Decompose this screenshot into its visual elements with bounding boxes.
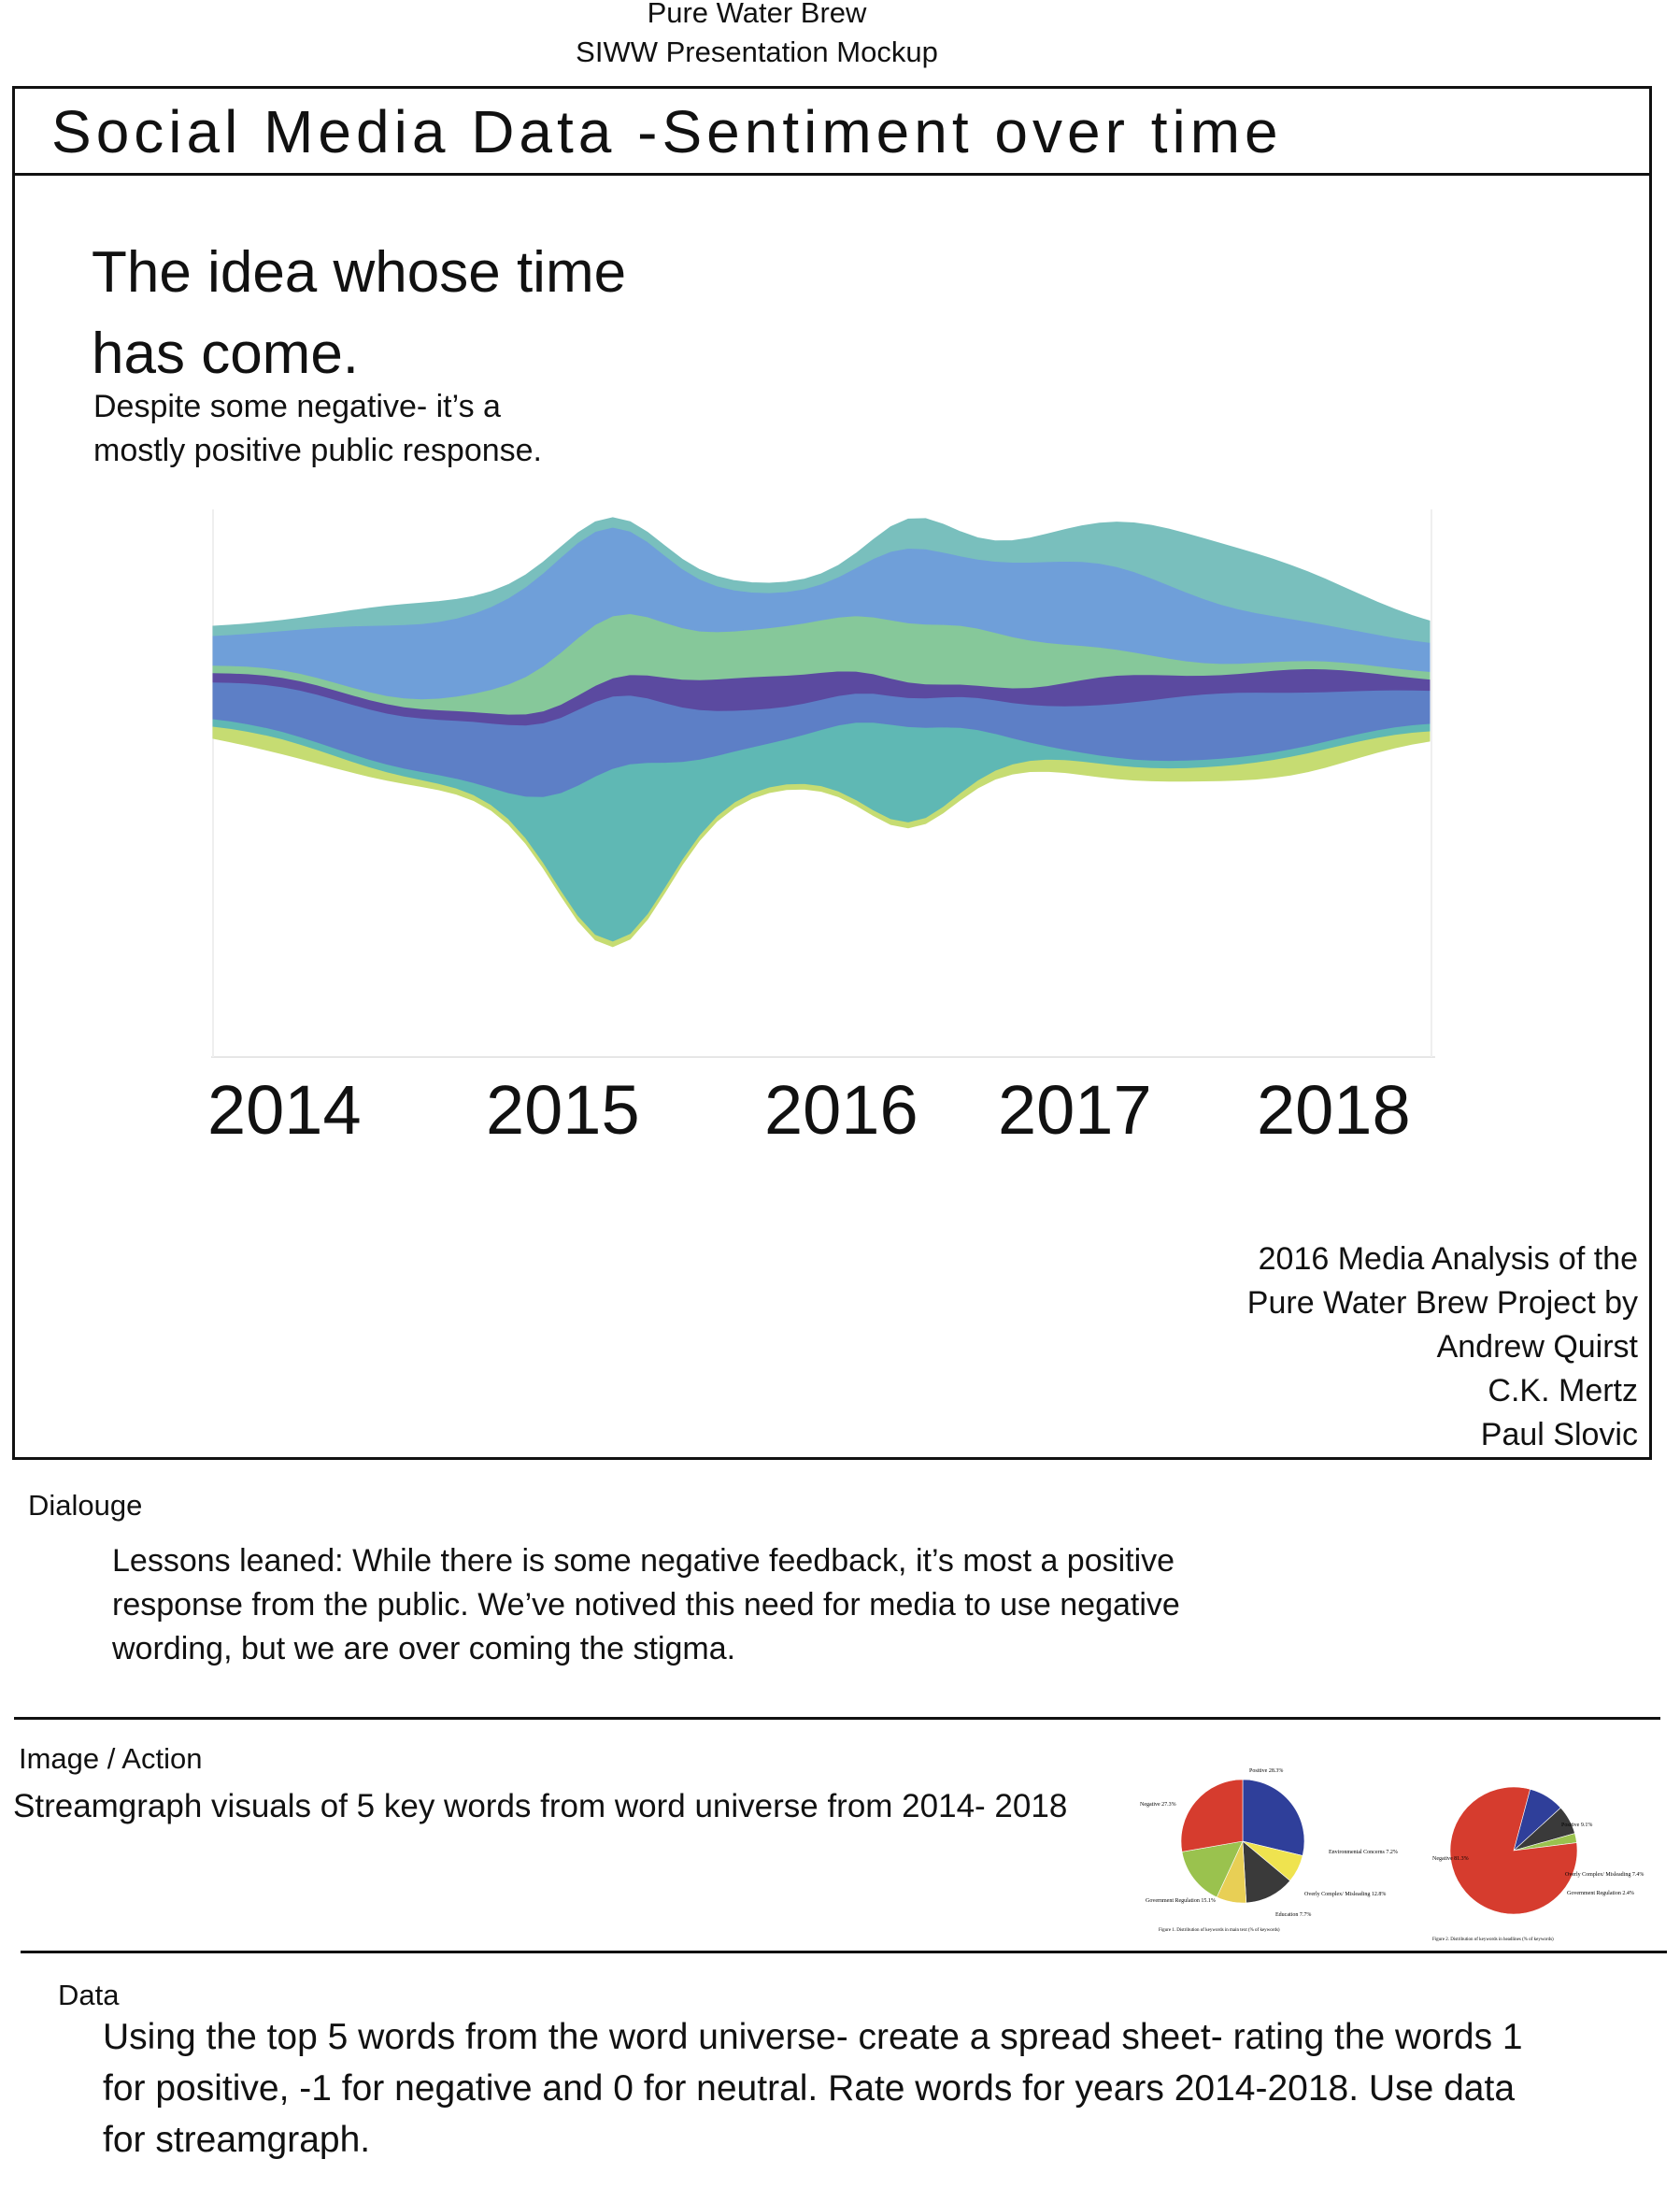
pie2-caption: Figure 2. Distribution of keywords in he… bbox=[1432, 1937, 1554, 1942]
pie-slice bbox=[1181, 1840, 1244, 1898]
x-tick-2017: 2017 bbox=[998, 1071, 1152, 1149]
subhead: Despite some negative- it’s a mostly pos… bbox=[93, 389, 543, 468]
section-divider bbox=[14, 1717, 1660, 1720]
credit-author: Paul Slovic bbox=[1480, 1417, 1638, 1452]
headline: The idea whose time has come. bbox=[92, 240, 627, 386]
pie1-label: Negative 27.3% bbox=[1140, 1802, 1176, 1808]
mockup-subtitle: SIWW Presentation Mockup bbox=[576, 36, 938, 68]
pie1-label: Environmental Concerns 7.2% bbox=[1329, 1850, 1398, 1855]
pie-chart-headlines: Positive 9.1% Negative 81.3% Overly Comp… bbox=[1432, 1786, 1644, 1942]
stream-layer bbox=[212, 517, 1431, 643]
dialogue-text: Lessons leaned: While there is some nega… bbox=[112, 1543, 1180, 1666]
pie1-label: Overly Complex/ Misleading 12.8% bbox=[1304, 1892, 1386, 1897]
pie1-label: Positive 28.3% bbox=[1249, 1768, 1283, 1774]
pie1-label: Government Regulation 15.1% bbox=[1146, 1898, 1216, 1904]
credit-line: 2016 Media Analysis of the bbox=[1258, 1241, 1638, 1277]
stream-layers bbox=[212, 517, 1431, 948]
x-tick-2015: 2015 bbox=[486, 1071, 640, 1149]
brand-name: Pure Water Brew bbox=[647, 0, 867, 29]
pie-slice bbox=[1449, 1786, 1578, 1915]
x-tick-2018: 2018 bbox=[1257, 1071, 1411, 1149]
pie2-label: Overly Complex/ Misleading 7.4% bbox=[1565, 1872, 1644, 1878]
credit-line: Pure Water Brew Project by bbox=[1246, 1285, 1638, 1321]
slide-frame bbox=[12, 86, 1652, 1460]
pie1-label: Education 7.7% bbox=[1275, 1912, 1311, 1918]
pie1-caption: Figure 1. Distribution of keywords in ma… bbox=[1159, 1928, 1280, 1933]
streamgraph-chart bbox=[211, 509, 1435, 1058]
pie2-label: Government Regulation 2.4% bbox=[1567, 1891, 1634, 1896]
data-text: Using the top 5 words from the word univ… bbox=[103, 2017, 1523, 2160]
image-action-label: Image / Action bbox=[19, 1742, 203, 1775]
x-tick-2014: 2014 bbox=[207, 1071, 362, 1149]
image-action-text: Streamgraph visuals of 5 key words from … bbox=[13, 1788, 1068, 1824]
slide-title: Social Media Data -Sentiment over time bbox=[51, 98, 1283, 165]
title-bar bbox=[12, 86, 1652, 176]
pie-chart-main-text: Positive 28.3% Negative 27.3% Environmen… bbox=[1140, 1768, 1398, 1933]
pie-slice bbox=[1242, 1779, 1305, 1856]
credit-author: Andrew Quirst bbox=[1436, 1329, 1638, 1365]
pie-slice bbox=[1180, 1779, 1244, 1852]
section-divider bbox=[21, 1951, 1667, 1953]
credit-author: C.K. Mertz bbox=[1488, 1373, 1638, 1408]
dialogue-label: Dialouge bbox=[28, 1489, 143, 1522]
pie2-label: Negative 81.3% bbox=[1432, 1856, 1469, 1862]
data-label: Data bbox=[58, 1979, 120, 2011]
pie2-label: Positive 9.1% bbox=[1561, 1823, 1592, 1828]
x-tick-2016: 2016 bbox=[764, 1071, 918, 1149]
